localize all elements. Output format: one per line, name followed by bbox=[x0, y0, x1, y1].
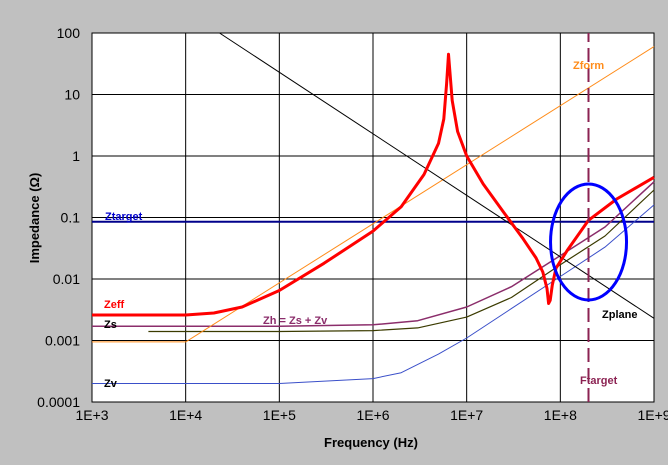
y-tick-label: 100 bbox=[57, 25, 81, 41]
ztarget-label: Ztarget bbox=[105, 211, 143, 223]
tick-labels: 1E+3 1E+4 1E+5 1E+6 1E+7 1E+8 1E+9 0.0001 0.001 0… bbox=[37, 25, 668, 423]
annotation-group bbox=[549, 182, 629, 302]
series-line-zh-zs-zv bbox=[92, 181, 655, 328]
x-tick-label: 1E+5 bbox=[263, 407, 296, 423]
x-axis-title: Frequency (Hz) bbox=[324, 435, 418, 450]
y-tick-label: 0.0001 bbox=[37, 394, 80, 410]
zh-label: Zh = Zs + Zv bbox=[263, 315, 328, 327]
series-labels: Ztarget Zeff Zs Zh = Zs + Zv Zv Zform Zp… bbox=[104, 60, 637, 390]
y-tick-label: 0.01 bbox=[53, 271, 80, 287]
x-tick-label: 1E+8 bbox=[544, 407, 577, 423]
series-line-zs bbox=[148, 189, 655, 333]
x-tick-label: 1E+3 bbox=[75, 407, 108, 423]
y-tick-label: 0.001 bbox=[45, 333, 80, 349]
y-tick-label: 10 bbox=[64, 87, 80, 103]
x-tick-label: 1E+7 bbox=[450, 407, 483, 423]
series-group bbox=[92, 32, 655, 402]
zv-label: Zv bbox=[104, 378, 118, 390]
zeff-label: Zeff bbox=[104, 299, 125, 311]
zplane-label: Zplane bbox=[602, 309, 637, 321]
series-line-zform bbox=[92, 46, 655, 343]
zform-label: Zform bbox=[573, 60, 604, 72]
series-line-zv bbox=[92, 204, 655, 384]
y-axis-title: Impedance (Ω) bbox=[27, 173, 42, 264]
y-tick-label: 1 bbox=[72, 148, 80, 164]
ftarget-label: Ftarget bbox=[580, 375, 618, 387]
series-line-zeff bbox=[92, 52, 655, 317]
series-line-zplane bbox=[219, 32, 655, 319]
x-tick-label: 1E+9 bbox=[637, 407, 668, 423]
y-tick-label: 0.1 bbox=[61, 210, 81, 226]
zs-label: Zs bbox=[104, 319, 117, 331]
x-tick-label: 1E+6 bbox=[356, 407, 389, 423]
x-tick-label: 1E+4 bbox=[169, 407, 202, 423]
annotation-ellipse bbox=[549, 182, 629, 302]
plot-border bbox=[91, 32, 655, 403]
